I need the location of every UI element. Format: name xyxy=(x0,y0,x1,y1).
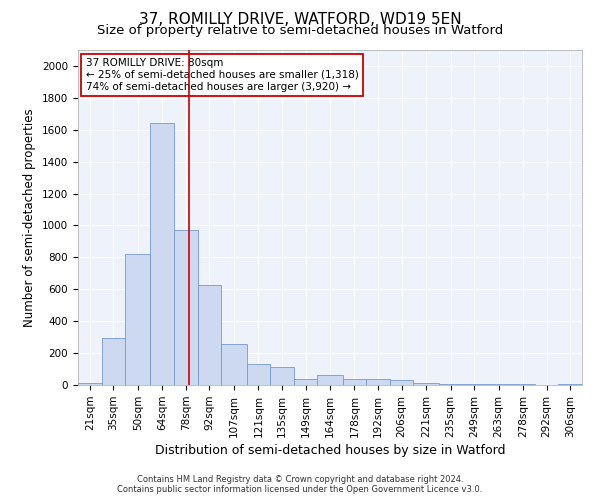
Text: Size of property relative to semi-detached houses in Watford: Size of property relative to semi-detach… xyxy=(97,24,503,37)
Bar xyxy=(125,254,151,385)
Bar xyxy=(101,338,125,385)
Bar xyxy=(366,380,390,385)
Bar xyxy=(413,384,439,385)
Text: Contains HM Land Registry data © Crown copyright and database right 2024.
Contai: Contains HM Land Registry data © Crown c… xyxy=(118,474,482,494)
Bar xyxy=(390,380,413,385)
Text: 37 ROMILLY DRIVE: 80sqm
← 25% of semi-detached houses are smaller (1,318)
74% of: 37 ROMILLY DRIVE: 80sqm ← 25% of semi-de… xyxy=(86,58,358,92)
Bar xyxy=(511,384,535,385)
Bar xyxy=(270,368,294,385)
Bar xyxy=(294,378,317,385)
Bar xyxy=(463,384,486,385)
Text: 37, ROMILLY DRIVE, WATFORD, WD19 5EN: 37, ROMILLY DRIVE, WATFORD, WD19 5EN xyxy=(139,12,461,28)
Bar xyxy=(317,374,343,385)
Bar xyxy=(151,124,174,385)
Bar xyxy=(343,380,366,385)
Bar xyxy=(559,384,582,385)
Bar xyxy=(486,384,511,385)
X-axis label: Distribution of semi-detached houses by size in Watford: Distribution of semi-detached houses by … xyxy=(155,444,505,457)
Bar xyxy=(174,230,197,385)
Bar xyxy=(247,364,270,385)
Bar xyxy=(197,286,221,385)
Bar xyxy=(78,384,101,385)
Y-axis label: Number of semi-detached properties: Number of semi-detached properties xyxy=(23,108,37,327)
Bar xyxy=(439,384,463,385)
Bar xyxy=(221,344,247,385)
